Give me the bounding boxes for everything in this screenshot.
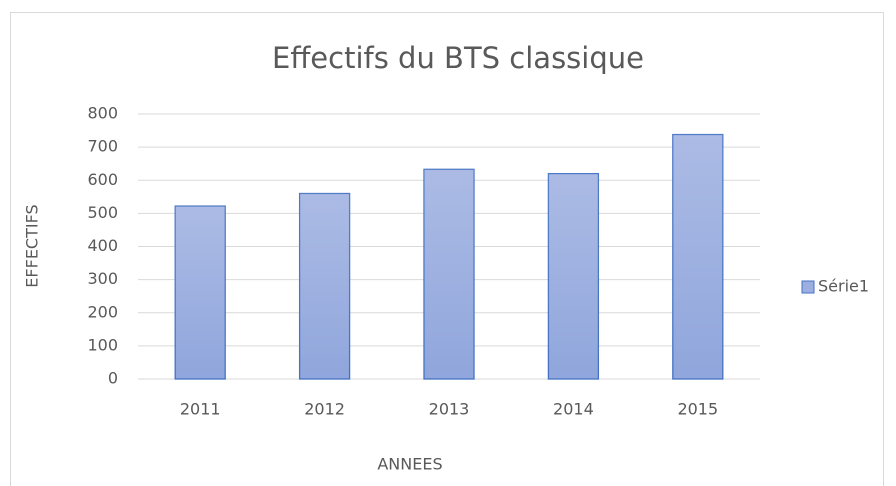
bar-shade [672,134,723,379]
x-tick-label: 2014 [553,400,594,419]
chart-title: Effectifs du BTS classique [272,41,644,75]
legend-label: Série1 [818,277,869,296]
legend-swatch [801,280,815,294]
y-tick-label: 700 [87,137,118,156]
x-axis-title: ANNEES [377,455,442,474]
y-tick-label: 0 [108,369,118,388]
x-tick-label: 2012 [304,400,345,419]
x-tick-label: 2015 [677,400,718,419]
x-tick-label: 2011 [180,400,221,419]
y-tick-label: 500 [87,203,118,222]
y-tick-label: 300 [87,269,118,288]
y-tick-label: 800 [87,104,118,123]
x-tick-label: 2013 [429,400,470,419]
y-axis-title: EFFECTIFS [23,204,42,287]
bar-shade [424,169,474,379]
bar-shade [299,193,350,379]
y-tick-label: 100 [87,335,118,354]
bar-shade [548,173,599,379]
y-tick-label: 200 [87,302,118,321]
bar-shade [175,206,226,379]
y-tick-label: 400 [87,236,118,255]
y-tick-label: 600 [87,170,118,189]
